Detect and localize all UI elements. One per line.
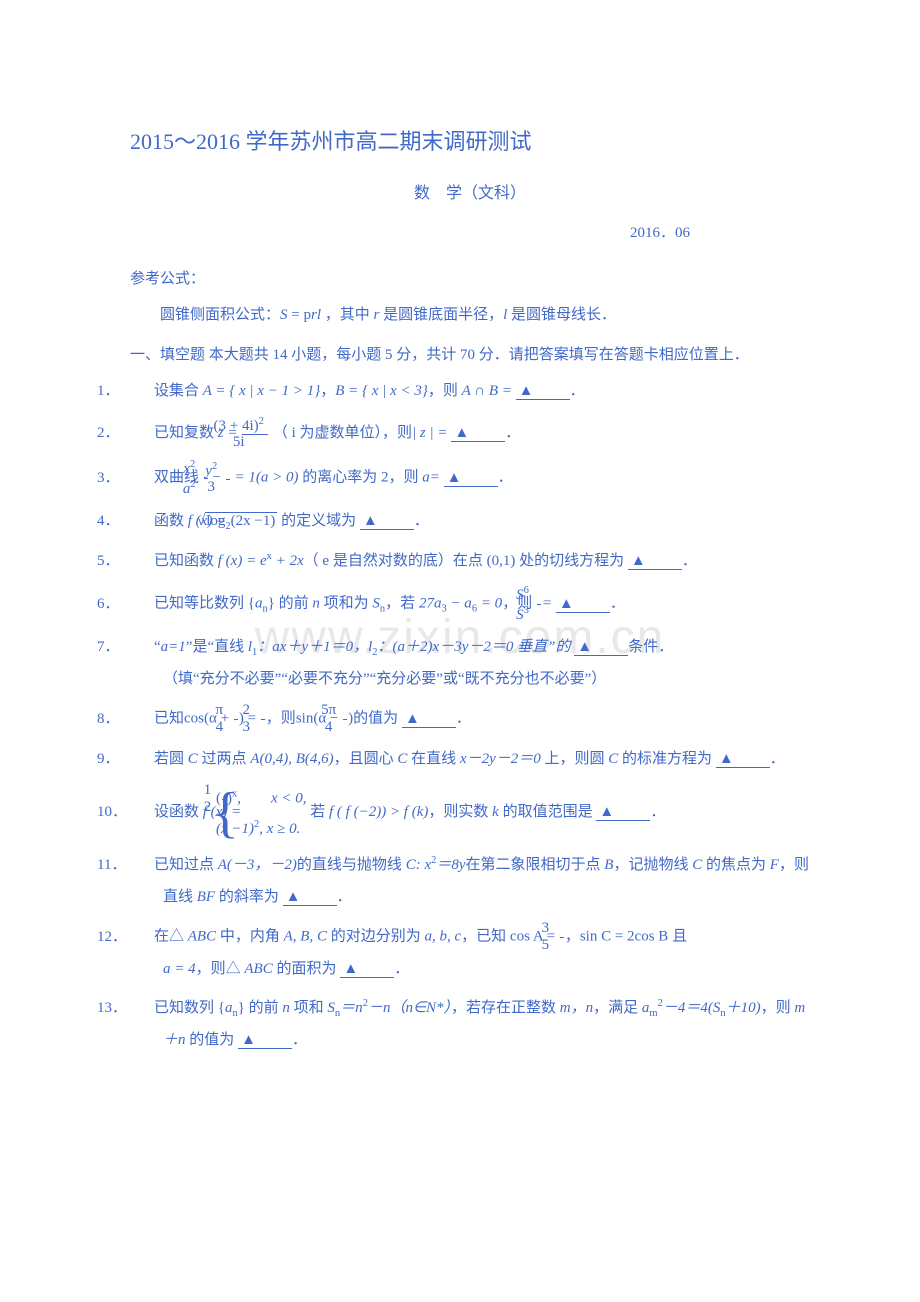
- question-1: 1．设集合 A = { x | x − 1 > 1}，B = { x | x <…: [130, 376, 810, 408]
- answer-blank: ▲: [596, 805, 650, 821]
- exam-date: 2016．06: [130, 218, 810, 248]
- question-13: 13．已知数列 {an} 的前 n 项和 Sn＝n2－n（n∈N*），若存在正整…: [130, 993, 810, 1057]
- page-title: 2015～2016 学年苏州市高二期末调研测试: [130, 120, 810, 164]
- question-2: 2．已知复数 z = (3 + 4i)25i （ i 为虚数单位），则| z |…: [130, 416, 810, 452]
- answer-blank: ▲: [283, 890, 337, 906]
- sqrt: √log2(2x −1): [230, 506, 277, 538]
- subtitle: 数 学（文科）: [130, 178, 810, 210]
- fraction: (3 + 4i)25i: [242, 416, 268, 452]
- answer-blank: ▲: [451, 426, 505, 442]
- question-12: 12．在△ ABC 中，内角 A, B, C 的对边分别为 a, b, c，已知…: [130, 921, 810, 985]
- document-body: 2015～2016 学年苏州市高二期末调研测试 数 学（文科） 2016．06 …: [130, 120, 810, 1057]
- question-4: 4．函数 f (x) = √log2(2x −1) 的定义域为 ▲．: [130, 506, 810, 538]
- reference-label: 参考公式：: [130, 264, 810, 294]
- question-5: 5．已知函数 f (x) = ex + 2x（ e 是自然对数的底）在点 (0,…: [130, 546, 810, 578]
- question-9: 9．若圆 C 过两点 A(0,4), B(4,6)，且圆心 C 在直线 x－2y…: [130, 744, 810, 776]
- section-header: 一、填空题 本大题共 14 小题，每小题 5 分，共计 70 分．请把答案填写在…: [130, 340, 810, 370]
- answer-blank: ▲: [628, 554, 682, 570]
- question-7: 7．“a=1”是“直线 l1：ax＋y＋1＝0，l2：(a＋2)x－3y－2＝0…: [130, 632, 810, 696]
- cone-formula: 圆锥侧面积公式：S = prl ，其中 r 是圆锥底面半径，l 是圆锥母线长．: [130, 300, 810, 330]
- answer-blank: ▲: [444, 471, 498, 487]
- answer-blank: ▲: [516, 384, 570, 400]
- answer-blank: ▲: [340, 962, 394, 978]
- answer-blank: ▲: [360, 514, 414, 530]
- piecewise: { (12)x, x < 0, (x −1)2, x ≥ 0.: [245, 783, 307, 842]
- answer-blank: ▲: [238, 1033, 292, 1049]
- question-8: 8．已知cos(α + π4) = 23，则sin(α − 5π4)的值为 ▲．: [130, 703, 810, 736]
- answer-blank: ▲: [574, 640, 628, 656]
- question-10: 10．设函数 f (x) = { (12)x, x < 0, (x −1)2, …: [130, 783, 810, 842]
- answer-blank: ▲: [556, 597, 610, 613]
- answer-blank: ▲: [402, 712, 456, 728]
- question-3: 3．双曲线 x2a2 − y23 = 1(a > 0) 的离心率为 2，则 a=…: [130, 459, 810, 498]
- answer-blank: ▲: [716, 752, 770, 768]
- q-number: 1．: [130, 376, 154, 408]
- question-6: 6．已知等比数列 {an} 的前 n 项和为 Sn，若 27a3 − a6 = …: [130, 585, 810, 624]
- question-11: 11．已知过点 A(－3，－2)的直线与抛物线 C: x2＝8y在第二象限相切于…: [130, 850, 810, 913]
